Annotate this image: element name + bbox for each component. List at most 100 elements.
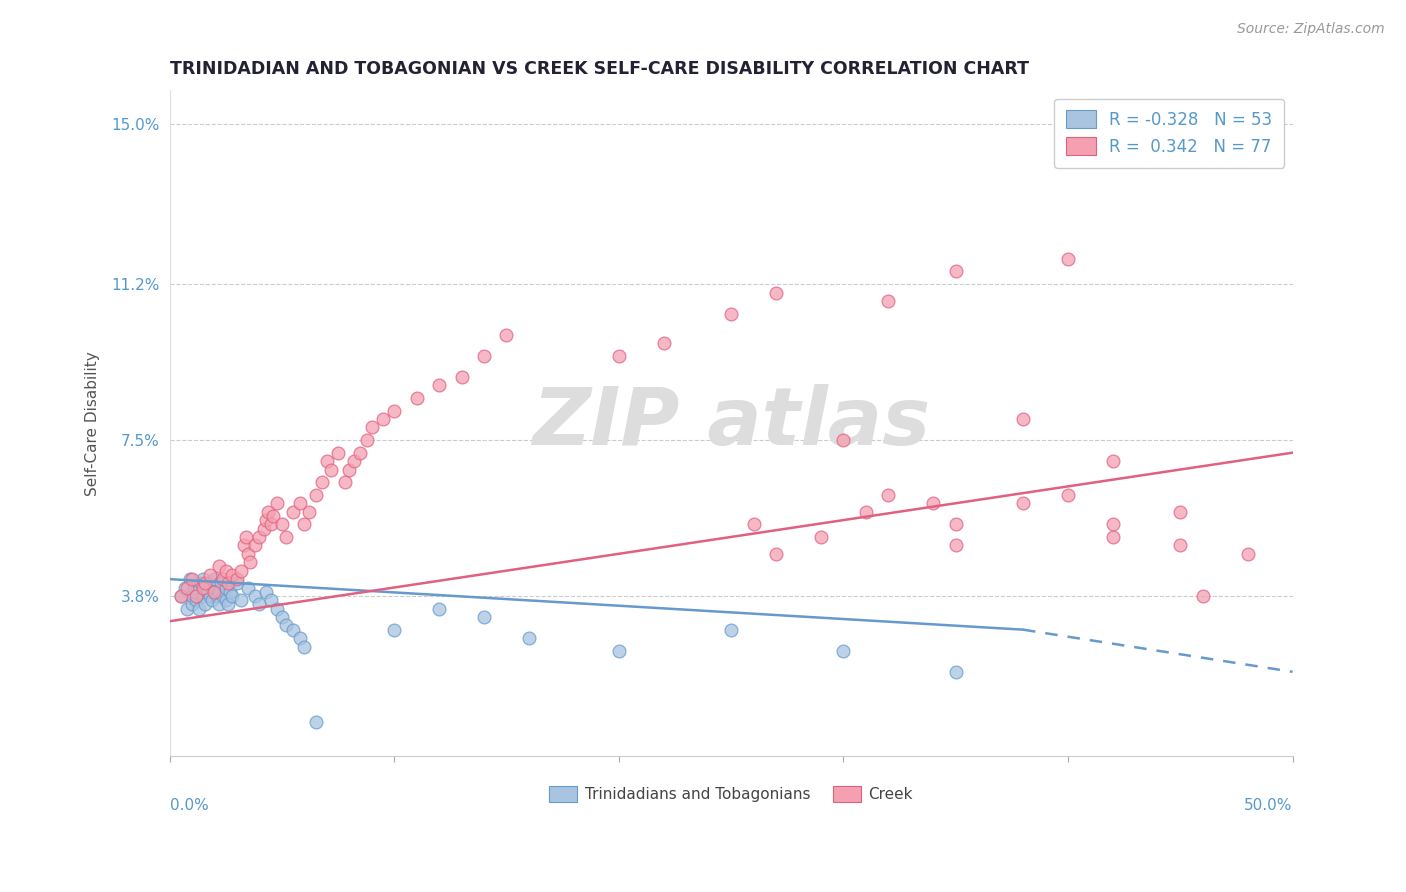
Point — [472, 349, 495, 363]
Point — [198, 576, 221, 591]
Point — [170, 589, 193, 603]
Point — [254, 513, 277, 527]
Point — [194, 576, 217, 591]
Point — [187, 601, 209, 615]
Point — [337, 462, 360, 476]
Point — [181, 589, 204, 603]
Point — [1236, 547, 1258, 561]
Point — [945, 264, 967, 278]
Point — [225, 576, 247, 591]
Point — [1012, 412, 1035, 426]
Point — [855, 505, 877, 519]
Point — [193, 589, 215, 603]
Point — [262, 508, 284, 523]
Point — [243, 538, 266, 552]
Point — [1012, 496, 1035, 510]
Point — [292, 640, 315, 654]
Text: Source: ZipAtlas.com: Source: ZipAtlas.com — [1237, 22, 1385, 37]
Point — [253, 522, 276, 536]
Point — [204, 584, 226, 599]
Point — [179, 572, 201, 586]
Point — [193, 581, 215, 595]
Point — [298, 505, 321, 519]
Point — [194, 581, 217, 595]
Point — [236, 547, 259, 561]
Point — [333, 475, 356, 490]
Point — [217, 598, 239, 612]
Point — [922, 496, 945, 510]
Point — [276, 530, 298, 544]
Point — [186, 593, 208, 607]
Point — [208, 559, 231, 574]
Point — [450, 369, 472, 384]
Point — [270, 517, 292, 532]
Point — [221, 589, 243, 603]
Point — [181, 572, 204, 586]
Point — [281, 505, 304, 519]
Point — [1168, 505, 1191, 519]
Point — [232, 538, 254, 552]
Point — [276, 618, 298, 632]
Point — [1191, 589, 1213, 603]
Text: TRINIDADIAN AND TOBAGONIAN VS CREEK SELF-CARE DISABILITY CORRELATION CHART: TRINIDADIAN AND TOBAGONIAN VS CREEK SELF… — [170, 60, 1029, 78]
Point — [266, 496, 288, 510]
Point — [221, 567, 243, 582]
Point — [176, 601, 198, 615]
Text: ZIP atlas: ZIP atlas — [531, 384, 931, 462]
Point — [1057, 488, 1080, 502]
Point — [214, 593, 236, 607]
Point — [472, 610, 495, 624]
Point — [194, 598, 217, 612]
Point — [281, 623, 304, 637]
Point — [877, 488, 900, 502]
Point — [181, 598, 204, 612]
Point — [652, 336, 675, 351]
Point — [382, 623, 405, 637]
Point — [382, 403, 405, 417]
Point — [1102, 517, 1125, 532]
Point — [239, 555, 262, 569]
Point — [720, 307, 742, 321]
Point — [186, 589, 208, 603]
Point — [212, 589, 235, 603]
Point — [243, 589, 266, 603]
Point — [193, 572, 215, 586]
Point — [343, 454, 366, 468]
Point — [945, 517, 967, 532]
Point — [231, 593, 253, 607]
Point — [212, 572, 235, 586]
Point — [321, 462, 343, 476]
Point — [231, 564, 253, 578]
Point — [186, 584, 208, 599]
Point — [214, 564, 236, 578]
Point — [204, 581, 226, 595]
Point — [219, 584, 242, 599]
Point — [197, 584, 219, 599]
Point — [288, 631, 311, 645]
Point — [495, 327, 517, 342]
Point — [326, 445, 349, 459]
Point — [225, 572, 247, 586]
Point — [270, 610, 292, 624]
Point — [247, 530, 270, 544]
Point — [198, 567, 221, 582]
Point — [174, 581, 197, 595]
Point — [288, 496, 311, 510]
Point — [371, 412, 394, 426]
Point — [810, 530, 832, 544]
Point — [742, 517, 765, 532]
Point — [201, 593, 224, 607]
Point — [360, 420, 382, 434]
Point — [236, 581, 259, 595]
Point — [607, 644, 630, 658]
Point — [190, 576, 212, 591]
Point — [198, 589, 221, 603]
Point — [176, 581, 198, 595]
Point — [304, 488, 326, 502]
Text: 0.0%: 0.0% — [170, 798, 208, 814]
Point — [205, 589, 228, 603]
Point — [349, 445, 371, 459]
Point — [1168, 538, 1191, 552]
Point — [1057, 252, 1080, 266]
Point — [235, 530, 257, 544]
